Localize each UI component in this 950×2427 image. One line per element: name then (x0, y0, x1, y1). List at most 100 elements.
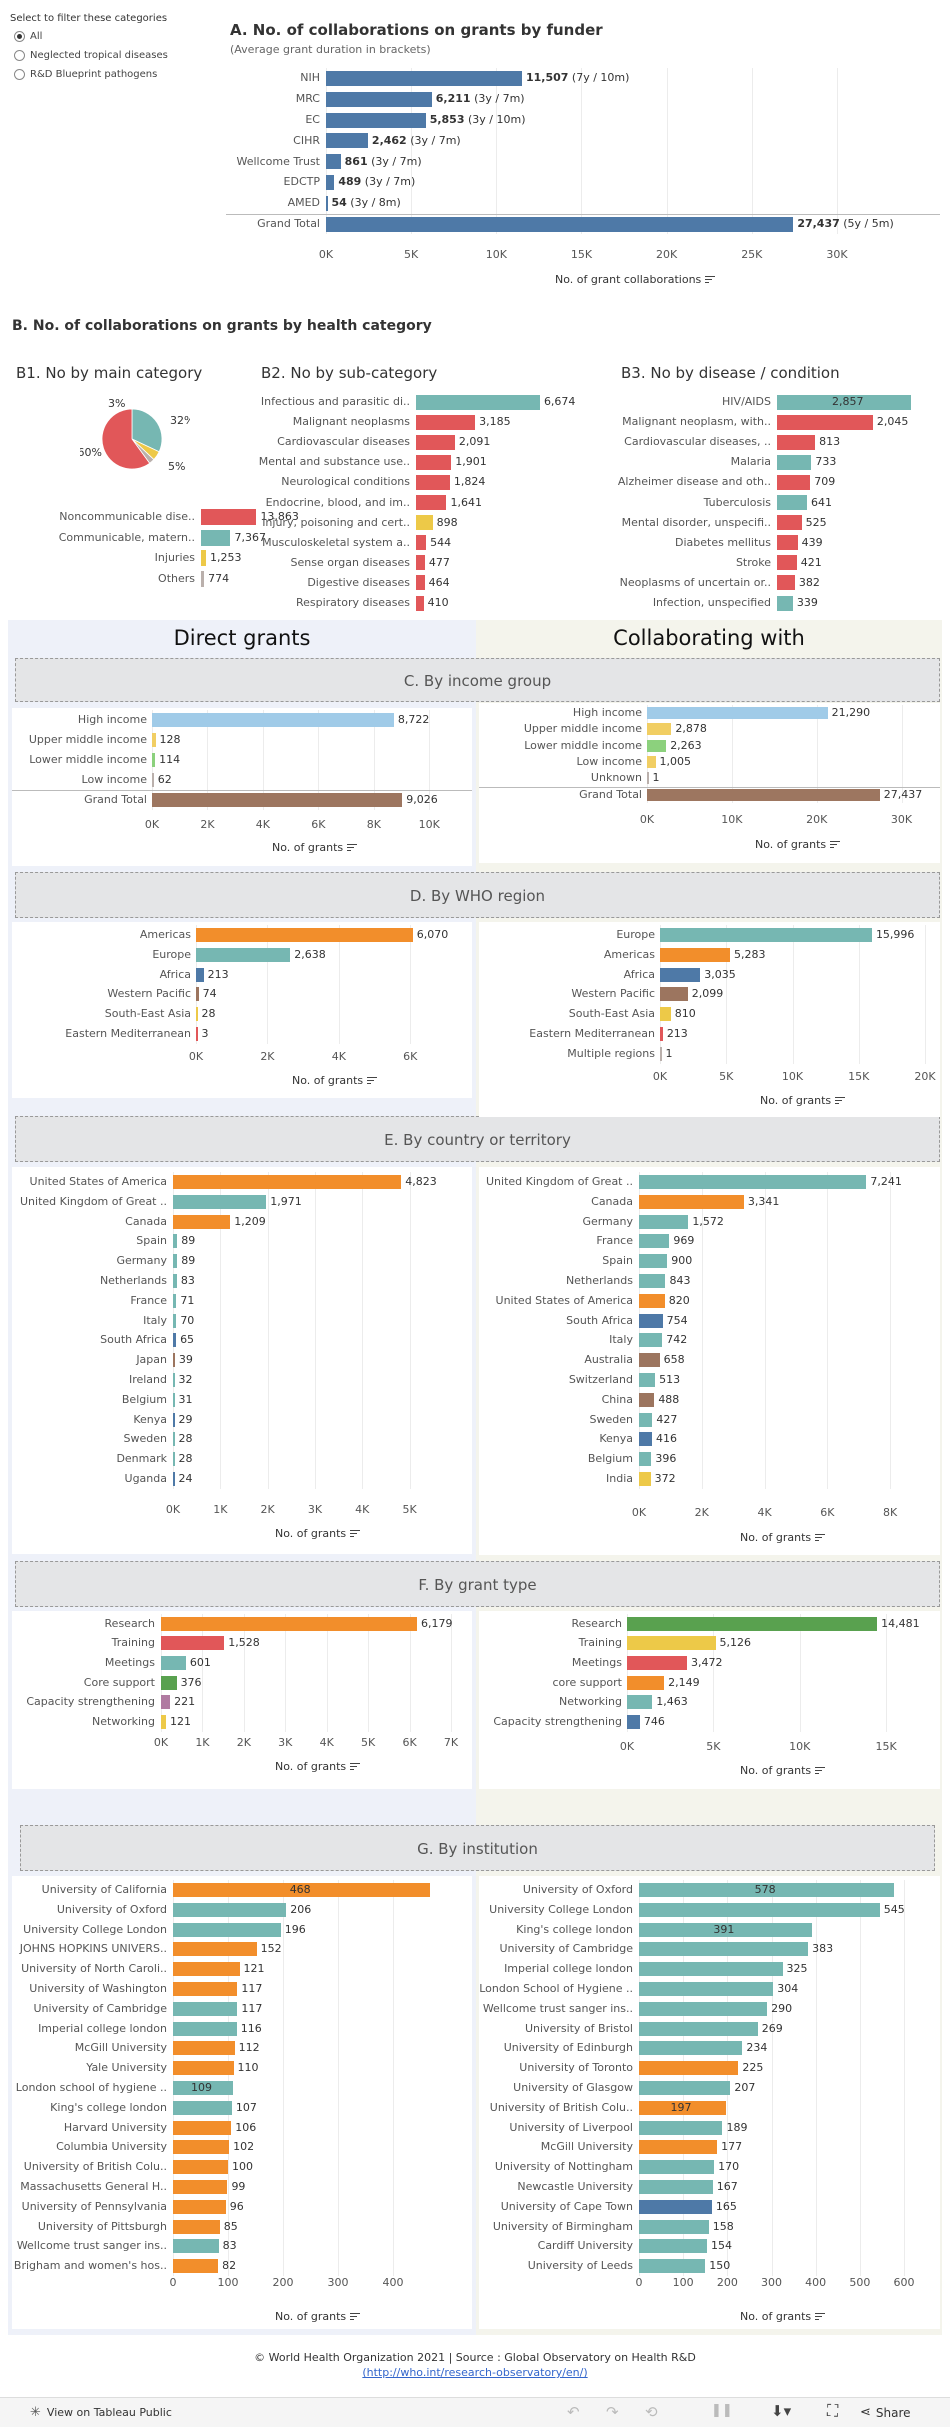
E-left-bar (173, 1214, 231, 1229)
G-right-bar (639, 2140, 718, 2155)
G-right-category-label: Newcastle University (517, 2179, 633, 2193)
D-right-tick-label: 20K (914, 1070, 936, 1083)
E-left-gridline (220, 1172, 222, 1489)
G-left-gridline (173, 1880, 174, 2276)
G-left-value-label: 121 (243, 1962, 265, 1976)
E-left-bar (173, 1313, 177, 1328)
view-on-tableau-link[interactable]: ✳ View on Tableau Public (30, 2405, 172, 2420)
G-left-category-label: King's college london (50, 2100, 167, 2114)
E-left-value-label: 29 (178, 1412, 193, 1426)
E-right-gridline (764, 1172, 766, 1489)
section-f-title: F. By grant type (15, 1561, 940, 1607)
E-left-value-label: 32 (178, 1372, 193, 1386)
sort-icon[interactable] (705, 276, 716, 284)
E-left-bar (173, 1432, 175, 1447)
G-left-bar (173, 2140, 230, 2155)
sort-icon[interactable] (830, 841, 841, 849)
G-left-bar (173, 2061, 234, 2076)
redo-icon[interactable]: ↷ (606, 2403, 619, 2421)
b1-title: B1. No by main category (16, 364, 203, 382)
F-left-value-label: 6,179 (420, 1616, 453, 1630)
sort-icon[interactable] (835, 1097, 846, 1105)
D-right-category-label: Multiple regions (567, 1046, 655, 1060)
A-gridline (496, 68, 498, 235)
fullscreen-icon[interactable]: ⛶ (827, 2401, 839, 2420)
E-left-category-label: Kenya (133, 1412, 167, 1426)
pause-icon[interactable]: ❚❚ (711, 2403, 733, 2418)
C-right-category-label: Upper middle income (523, 722, 642, 736)
G-left-category-label: McGill University (74, 2041, 167, 2055)
G-right-value-label: 167 (716, 2179, 738, 2193)
A-value-label: 5,853 (3y / 10m) (429, 113, 526, 126)
filter-option-blueprint[interactable]: R&D Blueprint pathogens (14, 69, 157, 80)
B1-bars-value-label: 7,367 (234, 530, 266, 544)
E-left-bar (173, 1353, 175, 1368)
G-left-category-label: University College London (23, 1922, 167, 1936)
B3-bar (777, 535, 798, 551)
G-right-value-label: 269 (761, 2021, 783, 2035)
E-left-value-label: 28 (178, 1432, 193, 1446)
panel-f-left (12, 1611, 472, 1789)
E-left-category-label: Italy (143, 1313, 167, 1327)
section-c-title: C. By income group (15, 658, 940, 702)
D-right-value-label: 810 (674, 1007, 696, 1021)
A-bar (326, 195, 328, 211)
F-right-gridline (627, 1614, 628, 1732)
B2-value-label: 464 (428, 575, 450, 589)
F-right-tick-label: 5K (706, 1740, 721, 1753)
filter-option-all[interactable]: All (14, 31, 42, 42)
B2-value-label: 1,641 (450, 495, 482, 509)
G-right-value-label: 150 (709, 2259, 731, 2273)
G-left-value-label: 110 (237, 2061, 259, 2075)
E-right-value-label: 7,241 (870, 1174, 902, 1188)
G-right-bar (639, 2021, 758, 2036)
B3-bar (777, 394, 911, 410)
E-left-bar (173, 1273, 177, 1288)
E-right-gridline (701, 1172, 703, 1489)
D-left-value-label: 6,070 (416, 927, 449, 941)
sort-icon[interactable] (350, 2313, 361, 2321)
E-left-tick-label: 2K (260, 1503, 275, 1516)
F-right-category-label: core support (552, 1675, 622, 1689)
B3-bar (777, 474, 811, 490)
B2-category-label: Mental and substance use.. (258, 455, 410, 469)
B3-value-label: 339 (796, 596, 818, 610)
G-right-axis-title: No. of grants (740, 2310, 826, 2323)
download-icon[interactable]: ⬇▾ (771, 2402, 792, 2420)
C-left-total-separator (12, 790, 472, 791)
A-duration-annotation: (3y / 7m) (361, 175, 416, 189)
F-left-tick-label: 7K (443, 1736, 459, 1749)
sort-icon[interactable] (350, 1530, 361, 1538)
sort-icon[interactable] (350, 1763, 361, 1771)
sort-icon[interactable] (367, 1077, 378, 1085)
G-right-bar (639, 2080, 731, 2095)
sort-icon[interactable] (815, 1534, 826, 1542)
filter-option-ntd[interactable]: Neglected tropical diseases (14, 50, 168, 61)
A-category-label: MRC (295, 92, 320, 106)
D-left-tick-label: 0K (188, 1050, 204, 1063)
D-left-value-label: 3 (201, 1026, 209, 1040)
G-left-value-label: 112 (238, 2041, 260, 2055)
A-category-label: EDCTP (283, 175, 320, 189)
E-right-bar (639, 1273, 666, 1288)
footer-link[interactable]: (http://who.int/research-observatory/en/… (362, 2366, 588, 2379)
D-right-value-label: 5,283 (733, 947, 766, 961)
G-left-category-label: University of British Colu.. (23, 2160, 167, 2174)
sort-icon[interactable] (815, 2313, 826, 2321)
E-left-value-label: 39 (178, 1353, 193, 1367)
F-left-category-label: Training (111, 1636, 155, 1650)
revert-icon[interactable]: ⟲ (645, 2403, 658, 2421)
C-right-value-label: 27,437 (883, 787, 923, 801)
D-left-value-label: 2,638 (294, 947, 326, 961)
A-value-label: 489 (3y / 7m) (338, 175, 416, 189)
E-left-bar (173, 1174, 402, 1189)
undo-icon[interactable]: ↶ (567, 2403, 580, 2421)
share-button[interactable]: ⋖ Share (860, 2405, 911, 2420)
B1-bars-category-label: Noncommunicable dise.. (59, 510, 195, 524)
G-right-gridline (815, 1880, 817, 2276)
sort-icon[interactable] (347, 844, 358, 852)
sort-icon[interactable] (815, 1767, 826, 1775)
G-left-category-label: Massachusetts General H.. (20, 2179, 167, 2193)
E-right-bar (639, 1372, 656, 1387)
G-left-gridline (283, 1880, 284, 2276)
